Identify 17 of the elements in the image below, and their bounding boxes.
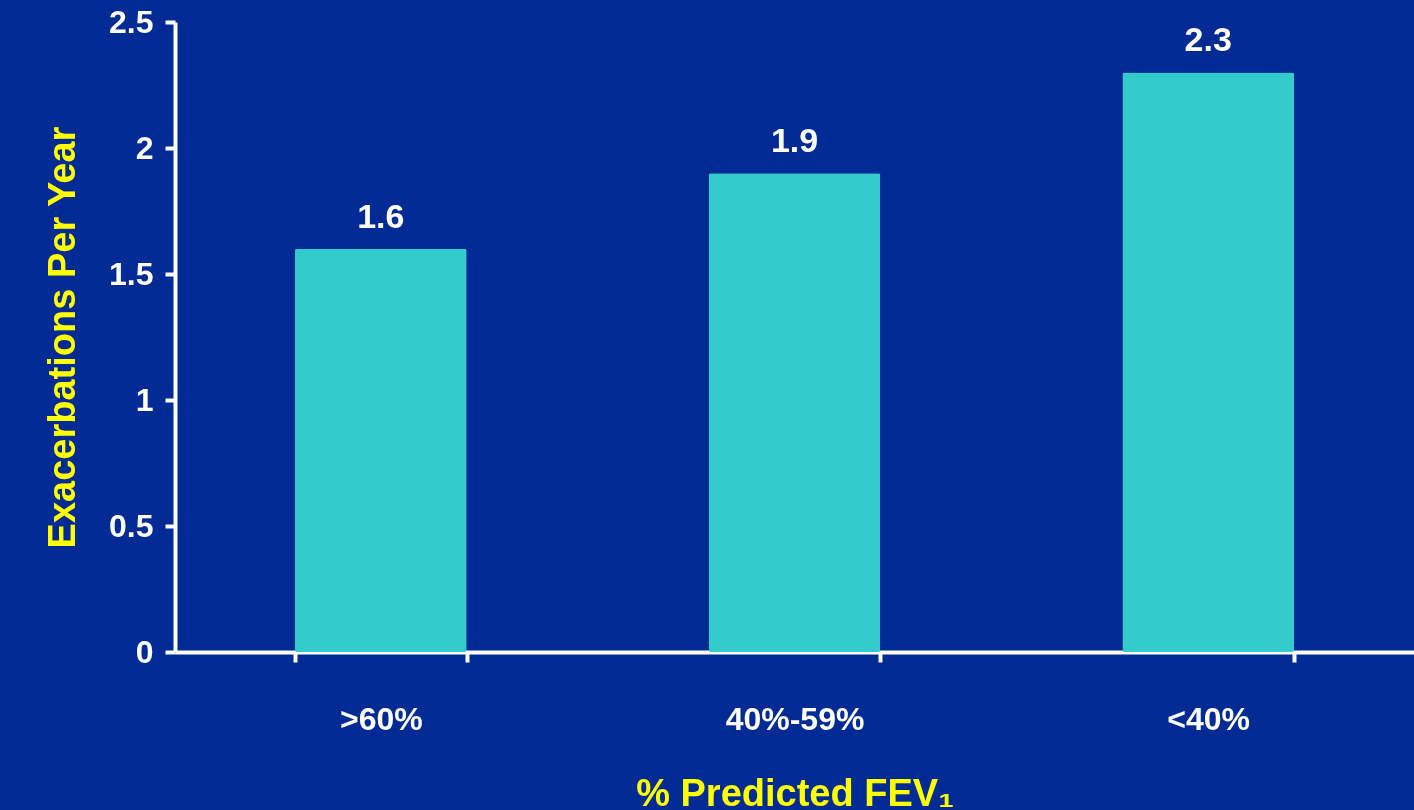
x-tick-label: 40%-59% <box>725 700 865 737</box>
y-tick-label: 2.5 <box>109 3 154 40</box>
y-tick-label: 1.5 <box>109 255 154 292</box>
y-tick-label: 0 <box>135 633 154 670</box>
y-tick-label: 2 <box>135 129 154 166</box>
x-tick-label: >60% <box>339 700 423 737</box>
bar <box>294 248 467 652</box>
y-tick-label: 1 <box>135 381 154 418</box>
bar <box>1122 72 1295 652</box>
x-tick-label: <40% <box>1167 700 1251 737</box>
y-axis-title: Exacerbations Per Year <box>41 126 84 549</box>
data-label: 1.6 <box>357 196 405 235</box>
y-tick-label: 0.5 <box>109 507 154 544</box>
x-axis-title: % Predicted FEV₁ <box>636 771 954 810</box>
data-label: 2.3 <box>1184 20 1232 59</box>
bar <box>708 173 881 652</box>
data-label: 1.9 <box>770 121 819 160</box>
